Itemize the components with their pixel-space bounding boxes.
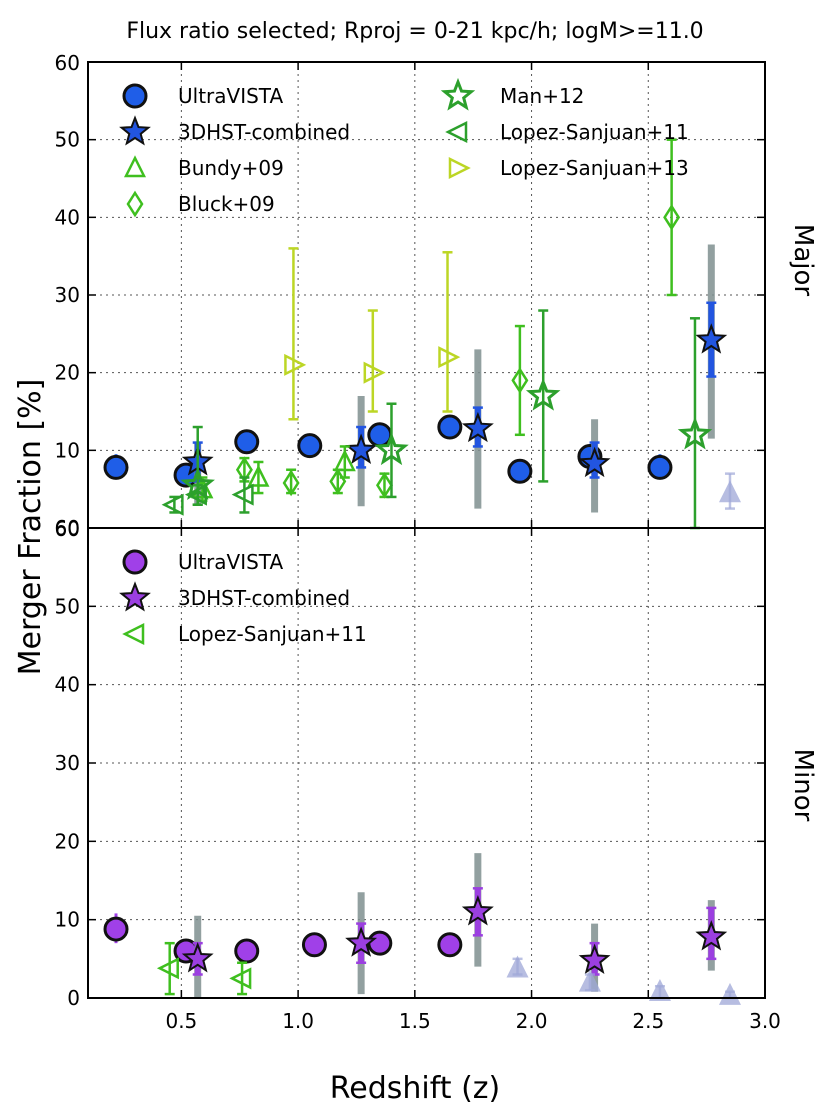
x-tick-label: 2.5 xyxy=(632,1009,664,1033)
legend-marker xyxy=(448,156,471,180)
y-tick-label: 60 xyxy=(55,517,80,541)
data-point xyxy=(229,967,252,990)
data-point xyxy=(345,433,378,464)
data-point xyxy=(301,932,327,958)
data-point xyxy=(506,955,529,978)
data-point xyxy=(367,422,393,448)
minor-panel: 0 10 20 30 40 50 60 0.5 1.0 1.5 2.0 2.5 3.0 UltraVIST… xyxy=(55,516,781,1033)
panel-label-minor: Minor xyxy=(788,749,818,822)
y-tick-label: 60 xyxy=(55,51,80,75)
plot-frame xyxy=(87,527,766,999)
x-tick-label: 0.5 xyxy=(165,1009,197,1033)
y-tick-label: 50 xyxy=(55,128,80,152)
data-point xyxy=(156,957,179,980)
x-tick-label: 1.5 xyxy=(399,1009,431,1033)
data-point xyxy=(284,353,307,376)
legend-marker xyxy=(122,549,148,575)
legend-label: Lopez-Sanjuan+11 xyxy=(178,622,367,646)
y-tick-label: 0 xyxy=(67,986,80,1010)
y-tick-label: 10 xyxy=(55,438,80,462)
data-point xyxy=(282,469,300,497)
data-point xyxy=(695,920,728,951)
data-point xyxy=(461,895,494,926)
data-point xyxy=(437,932,463,958)
data-point xyxy=(437,414,463,440)
data-point xyxy=(374,432,409,466)
y-tick-label: 20 xyxy=(55,361,80,385)
legend-label: Bundy+09 xyxy=(178,156,284,180)
data-point xyxy=(525,377,561,411)
data-point xyxy=(511,367,529,394)
legend-marker xyxy=(126,190,144,218)
data-point xyxy=(181,941,214,973)
y-tick-label: 40 xyxy=(55,205,80,229)
data-point xyxy=(578,446,611,478)
y-tick-label: 40 xyxy=(55,673,80,697)
legend-marker xyxy=(123,155,147,178)
legend-label: UltraVISTA xyxy=(178,550,283,574)
legend-marker xyxy=(119,115,151,146)
data-point xyxy=(695,323,728,354)
legend-label: UltraVISTA xyxy=(178,84,283,108)
legend-label: Bluck+09 xyxy=(178,192,275,216)
data-point xyxy=(718,480,742,503)
legend-label: 3DHST-combined xyxy=(178,120,350,144)
data-point xyxy=(329,468,347,495)
legend-marker xyxy=(445,120,468,144)
y-tick-label: 30 xyxy=(55,751,80,775)
legend-label: Man+12 xyxy=(500,84,584,108)
data-point xyxy=(103,454,129,480)
data-point xyxy=(234,429,260,455)
data-point xyxy=(234,938,260,964)
data-point xyxy=(345,926,378,957)
y-tick-label: 60 xyxy=(55,516,80,540)
legend-marker xyxy=(122,83,148,109)
y-tick-label: 10 xyxy=(55,908,80,932)
data-point xyxy=(647,454,673,480)
y-tick-label: 30 xyxy=(55,283,80,307)
data-point xyxy=(677,416,713,450)
data-point xyxy=(184,483,207,506)
legend-marker xyxy=(122,622,145,646)
data-point xyxy=(161,493,184,516)
data-point xyxy=(367,930,393,956)
legend-marker xyxy=(119,581,151,612)
data-point xyxy=(648,978,671,1001)
data-point xyxy=(507,458,533,484)
x-tick-label: 1.0 xyxy=(282,1009,314,1033)
y-tick-label: 20 xyxy=(55,829,80,853)
data-point xyxy=(297,433,323,459)
data-point xyxy=(375,471,393,499)
data-point xyxy=(363,361,386,384)
legend-label: Lopez-Sanjuan+11 xyxy=(500,120,689,144)
data-point xyxy=(578,969,601,992)
data-point xyxy=(103,916,129,942)
x-tick-label: 2.0 xyxy=(516,1009,548,1033)
y-axis-label: Merger Fraction [%] xyxy=(13,379,48,676)
data-point xyxy=(578,943,611,974)
x-tick-label: 3.0 xyxy=(749,1009,781,1033)
data-point xyxy=(663,204,681,231)
legend-label: 3DHST-combined xyxy=(178,586,350,610)
major-panel: 10 20 30 40 50 60 60 UltraVISTA 3DHST-combined Bu… xyxy=(55,51,766,541)
chart-title: Flux ratio selected; Rproj = 0-21 kpc/h;… xyxy=(126,19,703,44)
data-point xyxy=(247,464,270,487)
x-axis-label: Redshift (z) xyxy=(330,1071,500,1106)
data-point xyxy=(231,483,254,506)
legend-label: Lopez-Sanjuan+13 xyxy=(500,156,689,180)
data-point xyxy=(438,346,461,369)
data-point xyxy=(333,449,356,472)
y-tick-label: 50 xyxy=(55,594,80,618)
legend-marker xyxy=(440,77,476,111)
data-point xyxy=(718,982,742,1005)
data-point xyxy=(461,411,494,443)
panel-label-major: Major xyxy=(788,224,818,296)
